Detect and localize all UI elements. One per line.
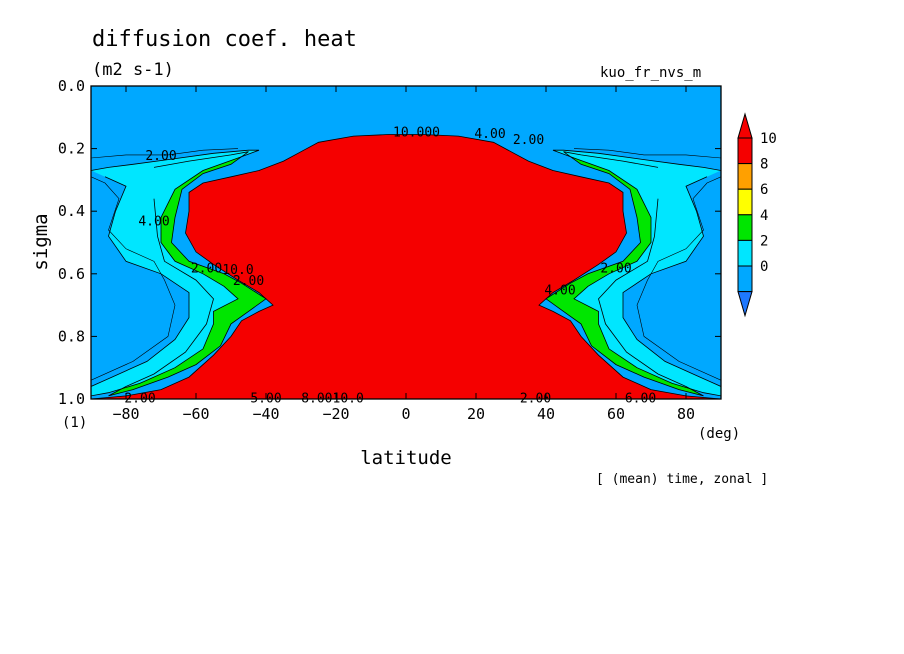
y-tick-label: 0.8 [58, 327, 85, 345]
contour-label: 2.00 [233, 274, 264, 289]
colorbar-label: 0 [760, 259, 768, 275]
colorbar-band [737, 265, 753, 293]
y-tick-label: 0.0 [58, 77, 85, 95]
colorbar-band [737, 137, 753, 165]
colorbar-label: 10 [760, 131, 777, 147]
plot-area: 2.004.002.00 10.02.0010.000 4.00 2.002.004.… [90, 85, 722, 406]
colorbar: 10 8 6 4 2 0 [737, 112, 777, 318]
x-tick-label: 0 [401, 405, 410, 423]
x-tick-label: −60 [182, 405, 209, 423]
colorbar-label: 4 [760, 208, 768, 224]
contour-line [573, 148, 721, 159]
x-tick-label: 20 [467, 405, 485, 423]
contour-line [552, 149, 721, 397]
y-tick-label: 1.0 [58, 390, 85, 408]
contour-line [91, 148, 239, 159]
chart-title: diffusion coef. heat [92, 27, 357, 52]
colorbar-label: 8 [760, 157, 768, 173]
contour-region [553, 150, 721, 396]
x-tick-label: −40 [252, 405, 279, 423]
y-tick-label: 0.2 [58, 140, 85, 158]
contour-region [91, 150, 259, 396]
dataset-name: kuo_fr_nvs_m [600, 65, 701, 81]
footer-note: [ (mean) time, zonal ] [596, 472, 768, 487]
y-tick-label: 0.6 [58, 265, 85, 283]
colorbar-band [737, 214, 753, 241]
contour-label: 2.00 [191, 262, 222, 277]
x-axis-label: latitude [360, 447, 452, 469]
contour-label: 4.00 [474, 127, 505, 142]
contour-line [545, 151, 704, 397]
contour-label: 10.0 [222, 263, 253, 278]
y-axis-units: (1) [62, 415, 87, 431]
colorbar-band [737, 239, 753, 267]
contour-line [636, 176, 721, 381]
colorbar-label: 6 [760, 182, 768, 198]
y-tick-label: 0.4 [58, 202, 85, 220]
x-axis-units: (deg) [698, 426, 740, 442]
contour-line [108, 151, 267, 397]
x-tick-label: 40 [537, 405, 555, 423]
x-tick-label: −80 [112, 405, 139, 423]
colorbar-band [737, 163, 753, 190]
colorbar-under-arrow [737, 291, 753, 318]
x-tick-label: 60 [607, 405, 625, 423]
contour-line [91, 134, 721, 399]
contour-label: 4.00 [544, 284, 575, 299]
y-axis-label: sigma [30, 213, 52, 270]
contour-label: 2.00 [600, 262, 631, 277]
contour-label: 2.00 [513, 133, 544, 148]
x-tick-label: 80 [677, 405, 695, 423]
colorbar-band [737, 188, 753, 216]
contour-label: 4.00 [138, 215, 169, 230]
contour-line [91, 149, 260, 397]
chart-units: (m2 s-1) [92, 60, 174, 80]
colorbar-label: 2 [760, 233, 768, 249]
x-tick-label: −20 [322, 405, 349, 423]
contour-region [91, 134, 721, 399]
contour-label: 2.00 [145, 149, 176, 164]
colorbar-over-arrow [737, 112, 753, 139]
contour-line [91, 176, 176, 381]
contour-label: 10.000 [393, 125, 440, 140]
